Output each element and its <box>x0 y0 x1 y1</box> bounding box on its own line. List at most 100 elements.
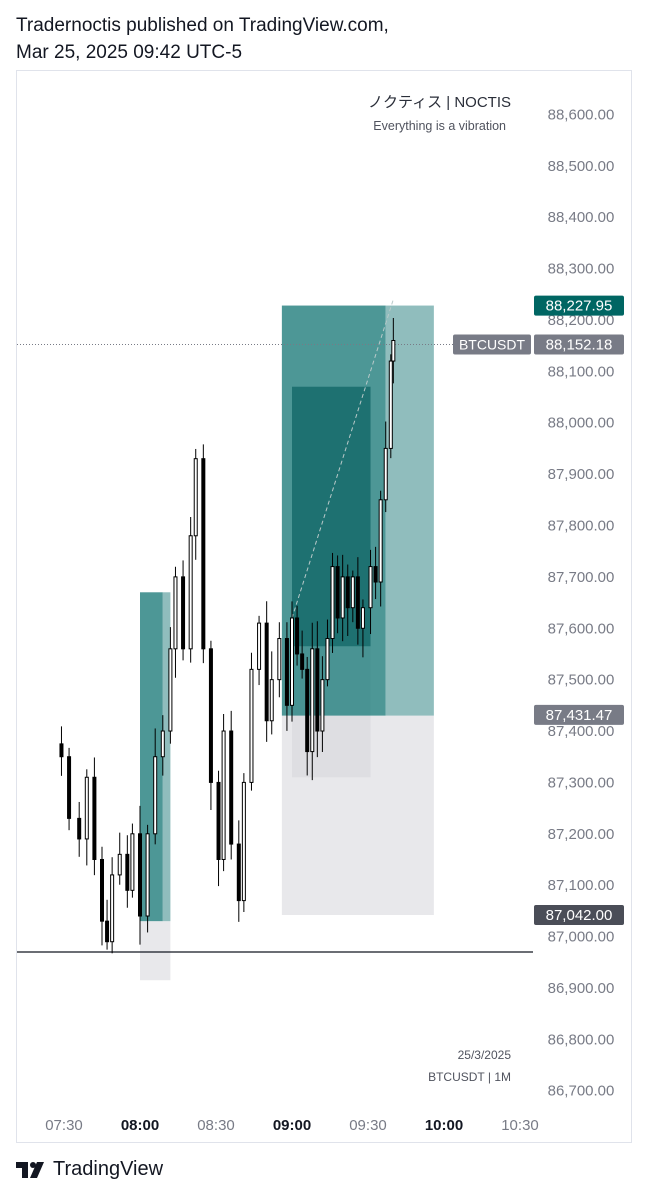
candle-body <box>340 576 345 619</box>
candle-body <box>295 617 300 655</box>
candle-body <box>117 853 122 876</box>
candle-body <box>153 756 158 835</box>
price-tick-label: 88,600.00 <box>548 106 615 123</box>
publish-info: Tradernoctis published on TradingView.co… <box>16 12 389 66</box>
candle-body <box>84 776 89 840</box>
candle-body <box>77 817 82 840</box>
candle-body <box>320 679 325 732</box>
price-tick-label: 88,500.00 <box>548 158 615 175</box>
candle-body <box>188 535 193 650</box>
candle-body <box>350 576 355 609</box>
price-label-box <box>534 704 624 725</box>
watermark-date: 25/3/2025 <box>458 1048 512 1062</box>
footer-brand[interactable]: TradingView <box>16 1158 163 1181</box>
price-tick-label: 87,100.00 <box>548 877 615 894</box>
price-labels: 88,227.95 88,152.18 BTCUSDT 87,431.47 87,042… <box>453 295 624 925</box>
candle-body <box>181 576 186 650</box>
candle-body <box>130 833 135 891</box>
price-label-text: 88,227.95 <box>546 298 613 315</box>
price-tick-label: 87,300.00 <box>548 774 615 791</box>
time-tick-label: 10:30 <box>501 1117 539 1134</box>
time-tick-label: 09:30 <box>349 1117 387 1134</box>
candle-body <box>160 730 165 758</box>
price-tick-label: 87,400.00 <box>548 723 615 740</box>
candle-body <box>310 648 315 753</box>
price-tick-label: 88,100.00 <box>548 363 615 380</box>
candle-body <box>373 566 378 583</box>
candle-body <box>305 668 310 753</box>
price-tick-label: 88,000.00 <box>548 415 615 432</box>
stop-zone-1[interactable] <box>140 921 171 981</box>
price-label-text: 88,152.18 <box>546 337 613 354</box>
candle-body <box>201 458 206 650</box>
candle-body <box>92 776 97 860</box>
price-tick-label: 88,400.00 <box>548 209 615 226</box>
candle-body <box>330 566 335 640</box>
price-label-text: 87,431.47 <box>546 707 613 724</box>
chart-lines <box>17 299 533 953</box>
candle-body <box>173 576 178 650</box>
time-tick-label: 10:00 <box>425 1117 463 1134</box>
price-tick-label: 87,200.00 <box>548 826 615 843</box>
candle-body <box>355 576 360 629</box>
candle-body <box>315 648 320 732</box>
candle-body <box>325 638 330 681</box>
candle-body <box>264 622 269 722</box>
publish-author-line: Tradernoctis published on TradingView.co… <box>16 15 389 36</box>
candle-body <box>290 617 294 706</box>
chart-watermark: ノクティス | NOCTIS Everything is a vibration… <box>368 94 511 1084</box>
candle-body <box>168 648 173 732</box>
candle-body <box>59 743 64 758</box>
candle-body <box>208 648 213 783</box>
candle-body <box>383 447 388 501</box>
candle-body <box>241 781 246 902</box>
price-tick-label: 87,000.00 <box>548 929 615 946</box>
symbol-tag-box <box>453 334 531 355</box>
candle-body <box>216 781 221 860</box>
publish-date-line: Mar 25, 2025 09:42 UTC-5 <box>16 42 243 63</box>
candle-body <box>193 458 198 537</box>
watermark-title: ノクティス | NOCTIS <box>368 94 511 111</box>
candle-body <box>100 858 104 922</box>
candle-body <box>229 730 234 845</box>
watermark-subtitle: Everything is a vibration <box>373 119 506 133</box>
candle-body <box>125 853 130 891</box>
candle-body <box>269 679 274 722</box>
candle-body <box>335 566 340 619</box>
candle-body <box>67 756 72 819</box>
price-tick-label: 86,900.00 <box>548 980 615 997</box>
candles <box>59 317 396 954</box>
time-axis: 07:30 08:00 08:30 09:00 09:30 10:00 10:30 <box>45 1117 539 1134</box>
candle-body <box>110 874 115 943</box>
time-tick-label: 07:30 <box>45 1117 83 1134</box>
time-tick-label: 08:30 <box>197 1117 235 1134</box>
price-tick-label: 87,700.00 <box>548 569 615 586</box>
target-zone-1[interactable] <box>140 592 163 922</box>
price-tick-label: 87,500.00 <box>548 672 615 689</box>
target-zone-extension-1[interactable] <box>162 592 171 922</box>
candle-body <box>388 360 393 449</box>
symbol-tag-text: BTCUSDT <box>459 337 526 353</box>
tradingview-logo-icon <box>16 1161 44 1178</box>
price-tick-label: 86,700.00 <box>548 1083 615 1100</box>
price-label-box <box>534 904 624 925</box>
candle-body <box>360 607 365 629</box>
candle-body <box>257 622 262 670</box>
price-tick-label: 87,900.00 <box>548 466 615 483</box>
candle-body <box>378 499 383 583</box>
candle-body <box>277 638 282 681</box>
candle-body <box>145 833 150 917</box>
candle-body <box>368 566 373 609</box>
price-tick-label: 88,200.00 <box>548 312 615 329</box>
price-tick-label: 87,600.00 <box>548 620 615 637</box>
candle-body <box>138 833 142 917</box>
price-tick-label: 87,800.00 <box>548 517 615 534</box>
price-tick-label: 86,800.00 <box>548 1031 615 1048</box>
candle-body <box>249 668 254 783</box>
candle-body <box>345 576 350 609</box>
chart-frame[interactable]: 86,700.00 86,800.00 86,900.00 87,000.00 87,1… <box>16 70 632 1143</box>
price-chart[interactable]: 86,700.00 86,800.00 86,900.00 87,000.00 87,1… <box>17 71 631 1142</box>
brand-name: TradingView <box>53 1158 164 1180</box>
candle-body <box>284 638 289 706</box>
time-tick-label: 09:00 <box>273 1117 311 1134</box>
